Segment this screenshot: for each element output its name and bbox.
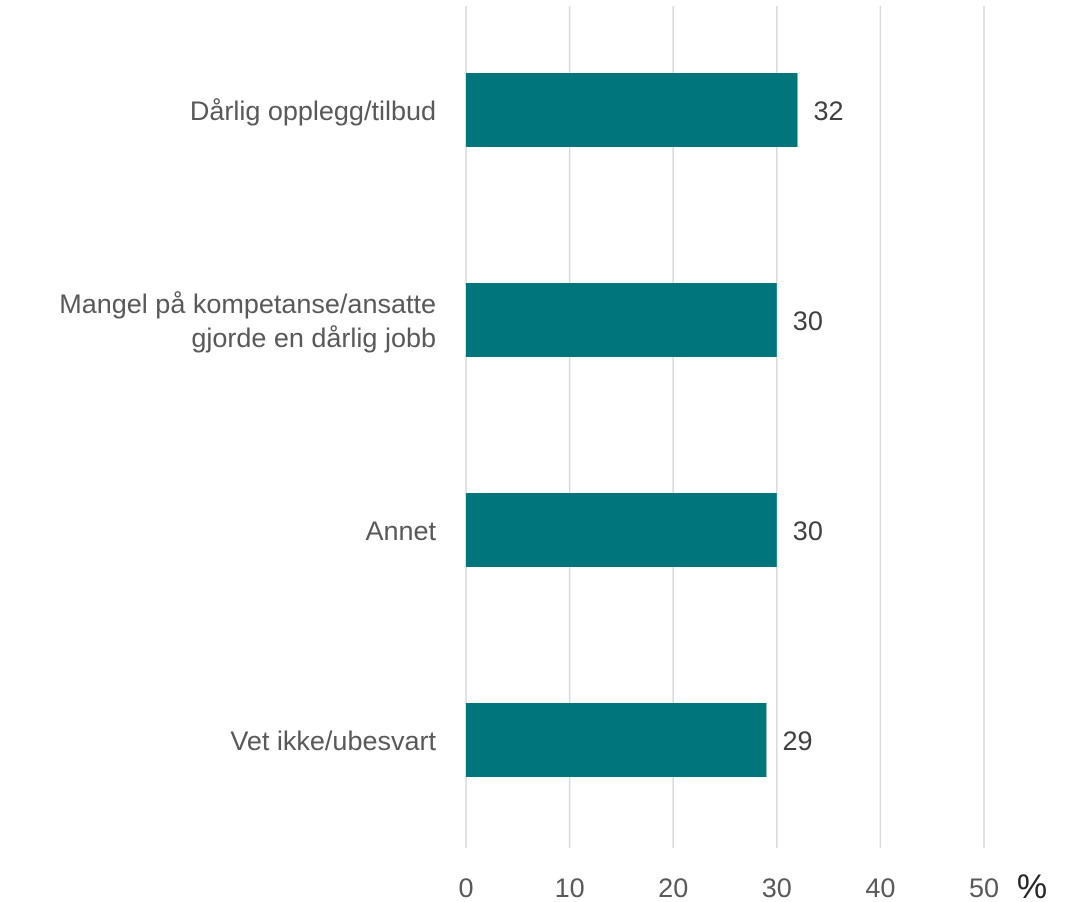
category-label: Vet ikke/ubesvart — [230, 726, 436, 756]
data-label: 30 — [793, 306, 823, 336]
category-label: Dårlig opplegg/tilbud — [190, 96, 436, 126]
x-axis-tick-labels: 0 10 20 30 40 50 — [458, 873, 999, 902]
x-tick-label: 20 — [658, 873, 688, 902]
x-tick-label: 50 — [969, 873, 999, 902]
category-label: Annet — [365, 516, 436, 546]
bar — [466, 73, 798, 147]
x-tick-label: 30 — [762, 873, 792, 902]
bar — [466, 283, 777, 357]
x-tick-label: 10 — [555, 873, 585, 902]
category-label: gjorde en dårlig jobb — [191, 323, 436, 353]
data-label: 30 — [793, 516, 823, 546]
category-label: Mangel på kompetanse/ansatte — [59, 289, 436, 319]
data-labels: 32 30 30 29 — [782, 96, 843, 756]
bar — [466, 703, 767, 777]
data-label: 32 — [814, 96, 844, 126]
x-axis-unit-label: % — [1017, 868, 1047, 902]
category-labels: Dårlig opplegg/tilbud Mangel på kompetans… — [59, 96, 436, 756]
x-tick-label: 0 — [458, 873, 473, 902]
bar — [466, 493, 777, 567]
bars — [466, 73, 798, 777]
data-label: 29 — [782, 726, 812, 756]
x-tick-label: 40 — [865, 873, 895, 902]
